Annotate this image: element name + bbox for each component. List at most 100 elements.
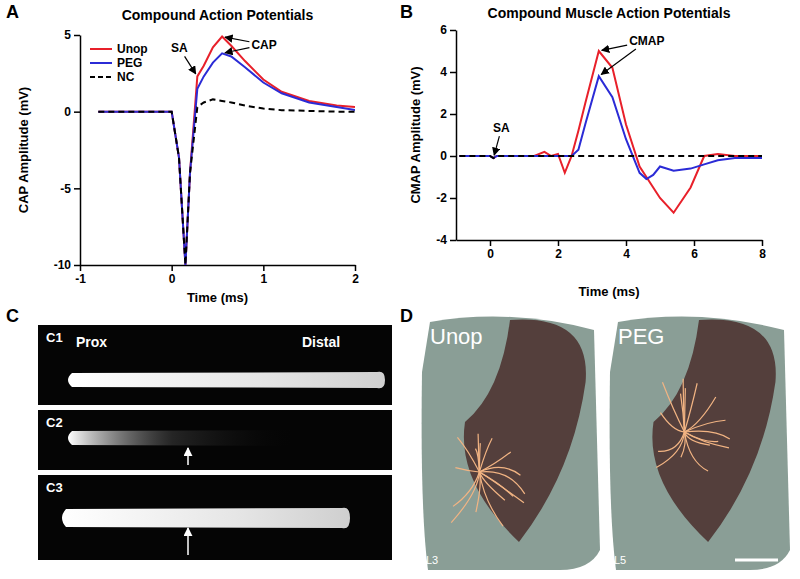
nerve-image bbox=[68, 430, 300, 447]
image-label: Distal bbox=[302, 334, 340, 350]
fiber bbox=[684, 432, 729, 448]
image-label: C2 bbox=[46, 415, 63, 430]
tick: -1 bbox=[75, 265, 86, 286]
annotation: SA bbox=[493, 121, 510, 135]
annotation-arrow bbox=[602, 45, 627, 50]
fiber bbox=[455, 468, 479, 472]
annotation-arrow bbox=[225, 37, 249, 42]
tissue bbox=[422, 317, 600, 570]
annotation-arrow bbox=[185, 56, 196, 73]
image-label: C1 bbox=[46, 330, 63, 345]
fiber bbox=[479, 438, 492, 472]
plot-area bbox=[98, 37, 355, 265]
annotation-arrow bbox=[225, 48, 249, 53]
tick-label: 0 bbox=[487, 247, 494, 261]
fiber bbox=[457, 437, 479, 472]
tick-label: 8 bbox=[759, 247, 766, 261]
tick: 2 bbox=[555, 240, 562, 261]
tick-mark bbox=[171, 265, 173, 271]
tick-mark bbox=[74, 35, 80, 37]
nerve-image bbox=[62, 508, 350, 529]
fiber bbox=[479, 452, 510, 472]
image-label: L3 bbox=[426, 554, 438, 566]
tick-label: 4 bbox=[440, 65, 447, 79]
tick: 0 bbox=[169, 265, 176, 286]
fiber bbox=[683, 379, 684, 432]
series-line bbox=[98, 99, 355, 265]
fiber bbox=[684, 432, 709, 445]
series-line bbox=[459, 156, 762, 158]
y-axis-title: CMAP Amplitude (mV) bbox=[408, 66, 423, 203]
tick: 4 bbox=[440, 65, 456, 79]
fibers bbox=[656, 379, 730, 471]
tick: 6 bbox=[440, 23, 456, 37]
series-line bbox=[459, 76, 762, 179]
tick-mark bbox=[263, 265, 265, 271]
tick-mark bbox=[74, 111, 80, 113]
fiber bbox=[451, 472, 479, 523]
tick-mark bbox=[450, 240, 456, 242]
panel-label: A bbox=[6, 2, 19, 22]
tick: -10 bbox=[54, 258, 80, 272]
tick: -4 bbox=[436, 233, 456, 247]
chart-panel: ACompound Action Potentials-1012-10-505T… bbox=[6, 2, 359, 305]
fiber bbox=[478, 434, 479, 472]
tick-label: 5 bbox=[64, 28, 71, 42]
tick-label: 2 bbox=[555, 247, 562, 261]
tick: -5 bbox=[60, 182, 80, 196]
tick-mark bbox=[74, 188, 80, 190]
image: C2 bbox=[38, 410, 392, 470]
image: C1ProxDistal bbox=[38, 325, 392, 405]
tick: -2 bbox=[436, 191, 456, 205]
tick: 4 bbox=[623, 240, 630, 261]
x-axis: -1012 bbox=[75, 265, 359, 286]
figure: ACompound Action Potentials-1012-10-505T… bbox=[0, 0, 800, 579]
image-arrow bbox=[187, 448, 189, 465]
tick-mark bbox=[355, 265, 357, 271]
grey-matter bbox=[464, 320, 586, 542]
fiber bbox=[684, 397, 715, 432]
x-axis: 0 2 4 6 8 bbox=[457, 240, 767, 261]
image-panel: DUnopL3PEGL5 bbox=[400, 306, 790, 570]
image: Unop L3 bbox=[422, 317, 600, 570]
chart-title: Compound Action Potentials bbox=[122, 7, 314, 23]
fiber bbox=[660, 413, 684, 432]
tick-label: 0 bbox=[440, 149, 447, 163]
tick-label: -4 bbox=[436, 233, 447, 247]
annotation-arrow bbox=[494, 136, 499, 155]
tick-label: 0 bbox=[64, 105, 71, 119]
tick-mark bbox=[450, 156, 456, 158]
panel-label: B bbox=[400, 2, 413, 22]
tick-label: -5 bbox=[60, 182, 71, 196]
fiber bbox=[662, 382, 684, 432]
tick-mark bbox=[490, 240, 492, 246]
tick-mark bbox=[450, 30, 456, 32]
tick-label: 1 bbox=[260, 272, 267, 286]
panel-label: D bbox=[400, 306, 413, 326]
fiber bbox=[684, 432, 708, 471]
axis-line bbox=[80, 36, 82, 266]
tick-mark bbox=[694, 240, 696, 246]
tick-mark bbox=[626, 240, 628, 246]
tick-label: 6 bbox=[691, 247, 698, 261]
tick-label: -1 bbox=[75, 272, 86, 286]
fiber bbox=[479, 472, 524, 503]
series-line bbox=[98, 37, 355, 265]
fiber bbox=[684, 388, 686, 432]
fibers bbox=[451, 434, 525, 526]
fiber bbox=[453, 472, 479, 506]
image-label: L5 bbox=[614, 554, 626, 566]
legend-label: NC bbox=[117, 70, 135, 84]
tick: 1 bbox=[260, 265, 267, 286]
fiber bbox=[684, 420, 725, 432]
y-axis-title: CAP Amplitude (mV) bbox=[16, 87, 31, 213]
image-arrow bbox=[187, 528, 189, 555]
tick-label: 6 bbox=[440, 23, 447, 37]
chart-panel: BCompound Muscle Action Potentials02468-… bbox=[400, 2, 766, 299]
x-axis-title: Time (ms) bbox=[187, 290, 248, 305]
legend: UnopPEGNC bbox=[90, 42, 148, 84]
tick-mark bbox=[450, 114, 456, 116]
legend-swatch bbox=[90, 48, 112, 50]
image-label: Unop bbox=[430, 324, 483, 349]
tick-label: 2 bbox=[440, 107, 447, 121]
